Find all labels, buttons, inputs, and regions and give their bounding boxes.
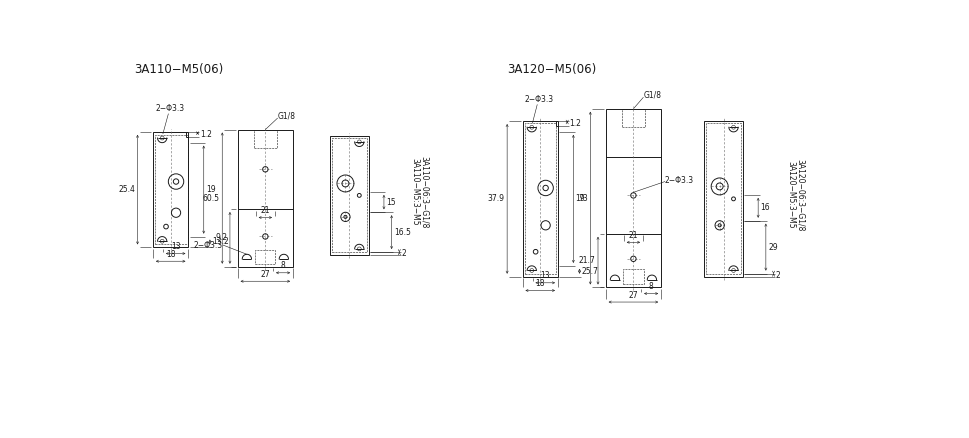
Text: 27: 27 [261, 270, 270, 279]
Bar [331, 138, 366, 252]
Text: 13.2: 13.2 [212, 237, 229, 247]
Text: 21: 21 [261, 206, 269, 215]
Text: 25.7: 25.7 [581, 267, 598, 276]
Text: 25.4: 25.4 [118, 185, 135, 194]
Text: 18: 18 [166, 250, 175, 259]
Bar [153, 132, 188, 247]
Bar [522, 121, 557, 277]
Text: 15: 15 [386, 198, 395, 207]
Text: 2: 2 [775, 271, 780, 279]
Bar [605, 109, 661, 287]
Text: 2: 2 [401, 249, 406, 258]
Text: 19: 19 [575, 194, 584, 203]
Text: 21.7: 21.7 [578, 256, 595, 265]
Bar [705, 124, 740, 274]
Text: G1/8: G1/8 [278, 111, 296, 120]
Bar [255, 250, 275, 264]
Bar [622, 269, 643, 284]
Text: 13: 13 [171, 242, 180, 251]
Text: 3A120−M5:3−M5: 3A120−M5:3−M5 [785, 161, 795, 229]
Text: 60.5: 60.5 [203, 194, 220, 203]
Text: 1.2: 1.2 [200, 130, 211, 139]
Text: 27: 27 [628, 291, 638, 300]
Bar [254, 130, 276, 148]
Text: 3A120−06:3−G1/8: 3A120−06:3−G1/8 [796, 159, 804, 231]
Text: 3A110−M5(06): 3A110−M5(06) [135, 63, 224, 76]
Text: G1/8: G1/8 [643, 90, 661, 99]
Text: 2−Φ3.3: 2−Φ3.3 [665, 176, 694, 184]
Text: 3A110−06:3−G1/8: 3A110−06:3−G1/8 [420, 156, 429, 228]
Text: 29: 29 [767, 243, 777, 251]
Text: 16.5: 16.5 [393, 228, 411, 237]
Text: 37.9: 37.9 [487, 194, 504, 203]
Text: 9.2: 9.2 [215, 233, 228, 242]
Bar [703, 121, 742, 277]
Text: 2−Φ3.3: 2−Φ3.3 [155, 104, 184, 113]
Text: 2−Φ3.3: 2−Φ3.3 [524, 95, 553, 104]
Text: 2−Φ3.3: 2−Φ3.3 [193, 240, 222, 250]
Text: 3A120−M5(06): 3A120−M5(06) [507, 63, 596, 76]
Text: 3A110−M5:3−M5: 3A110−M5:3−M5 [410, 158, 419, 226]
Text: 19: 19 [205, 185, 215, 194]
Bar [155, 135, 188, 244]
Bar [621, 109, 644, 127]
Text: 18: 18 [535, 279, 545, 288]
Text: 13: 13 [540, 272, 549, 280]
Bar [237, 130, 293, 267]
Bar [329, 136, 368, 255]
Bar [524, 124, 555, 274]
Text: 16: 16 [760, 203, 769, 212]
Text: 1.2: 1.2 [569, 119, 580, 128]
Text: 8: 8 [280, 261, 285, 271]
Text: 21: 21 [628, 231, 638, 240]
Text: 73: 73 [578, 194, 587, 203]
Text: 8: 8 [648, 282, 653, 291]
